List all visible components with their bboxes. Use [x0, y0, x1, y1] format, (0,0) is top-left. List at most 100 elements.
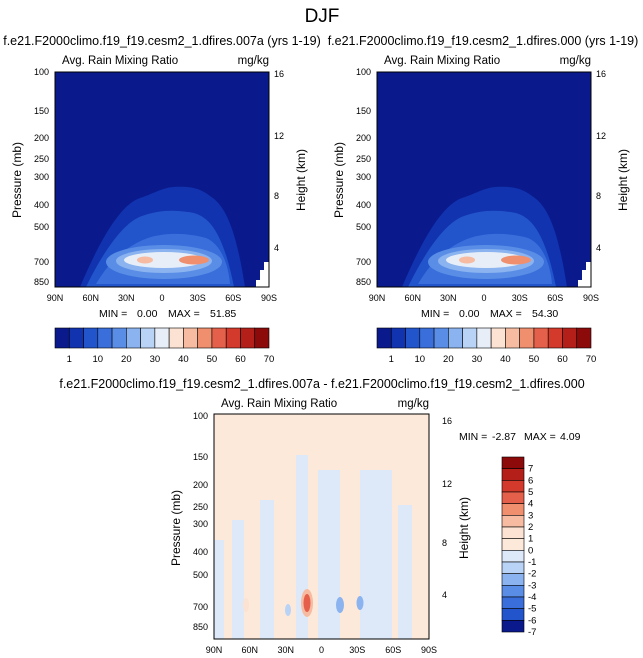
y-tick: 200 [193, 480, 208, 490]
panel-c-neg-blob-3 [285, 604, 291, 616]
panel-a-surface [256, 262, 269, 287]
y-tick-right: 8 [442, 538, 447, 548]
x-tick: 0 [481, 293, 486, 303]
panel-a-x-ticks: 90N 60N 30N 0 30S 60S 90S [47, 293, 277, 303]
x-tick: 90S [261, 293, 277, 303]
x-tick: 0 [319, 645, 324, 655]
colorbar-swatch [501, 596, 525, 609]
x-tick: 60N [242, 645, 259, 655]
y-tick: 400 [193, 547, 208, 557]
panel-b-surface [578, 262, 591, 287]
colorbar-swatch [501, 503, 525, 516]
colorbar-label: 60 [235, 354, 246, 365]
panel-c-stats: MIN = -2.87 MAX = 4.09 [459, 431, 581, 443]
colorbar-label: -3 [528, 580, 536, 591]
panel-c-neg-band-2 [318, 470, 340, 639]
colorbar-label: 60 [557, 354, 568, 365]
colorbar-swatch [501, 526, 525, 539]
y-tick: 150 [34, 106, 49, 116]
y-tick-right: 4 [596, 243, 601, 253]
panel-c-neg-blob-1 [336, 597, 344, 613]
x-tick: 90S [421, 645, 437, 655]
colorbar-label: 30 [472, 354, 483, 365]
panel-b-title: f.e21.F2000climo.f19_f19.cesm2_1.dfires.… [328, 34, 639, 48]
colorbar-swatch [54, 327, 70, 349]
y-tick-right: 8 [274, 191, 279, 201]
y-tick-right: 8 [596, 191, 601, 201]
panel-b-frame [376, 71, 592, 288]
panel-a-ylabel-right: Height (km) [294, 149, 308, 211]
max-label: MAX = [524, 431, 556, 443]
panel-a-left-label: Avg. Rain Mixing Ratio [62, 55, 178, 67]
colorbar-label: 40 [178, 354, 189, 365]
x-tick: 60S [225, 293, 241, 303]
colorbar-swatch [501, 620, 525, 633]
y-tick-right: 4 [442, 590, 447, 600]
panel-a: f.e21.F2000climo.f19_f19.cesm2_1.dfires.… [3, 34, 321, 365]
y-tick: 850 [34, 277, 49, 287]
panel-c-pos-blob-3 [243, 598, 249, 612]
y-tick: 250 [34, 154, 49, 164]
max-label: MAX = [490, 308, 522, 320]
colorbar-label: 50 [529, 354, 540, 365]
colorbar-label: 3 [528, 510, 533, 521]
colorbar-swatch [376, 327, 392, 349]
colorbar-swatch [501, 608, 525, 621]
max-label: MAX = [168, 308, 200, 320]
x-tick: 90S [583, 293, 599, 303]
colorbar-label: 30 [150, 354, 161, 365]
colorbar-swatch [501, 538, 525, 551]
max-value: 51.85 [210, 308, 236, 320]
panel-c-neg-band-7 [214, 540, 224, 639]
x-tick: 60N [82, 293, 99, 303]
colorbar-swatch [197, 327, 213, 349]
colorbar-label: 4 [528, 499, 533, 510]
colorbar-label: 70 [264, 354, 275, 365]
x-tick: 60S [385, 645, 401, 655]
y-tick: 150 [193, 452, 208, 462]
x-tick: 30S [190, 293, 206, 303]
panel-c-neg-band-5 [232, 520, 244, 639]
colorbar-swatch [462, 327, 478, 349]
panel-b-ylabel: Pressure (mb) [332, 142, 346, 218]
colorbar-swatch [501, 561, 525, 574]
x-tick: 30N [277, 645, 294, 655]
panel-b-x-ticks: 90N 60N 30N 0 30S 60S 90S [369, 293, 599, 303]
x-tick: 30S [349, 645, 365, 655]
colorbar-swatch [448, 327, 463, 349]
colorbar-swatch [501, 456, 525, 469]
x-tick: 30N [440, 293, 457, 303]
min-value: 0.00 [459, 308, 480, 320]
panel-a-frame [54, 71, 270, 288]
y-tick: 500 [193, 570, 208, 580]
panel-c-neg-band-3 [360, 470, 392, 639]
x-tick: 60S [547, 293, 563, 303]
colorbar-swatch [240, 327, 256, 349]
panel-a-plot [55, 72, 269, 287]
colorbar-swatch [501, 585, 525, 598]
colorbar-swatch [476, 327, 492, 349]
colorbar-label: 50 [207, 354, 218, 365]
colorbar-label: -5 [528, 604, 536, 615]
y-tick: 850 [356, 277, 371, 287]
colorbar-swatch [547, 327, 563, 349]
colorbar-swatch [490, 327, 506, 349]
y-tick-right: 12 [442, 479, 452, 489]
min-label: MIN = [99, 308, 127, 320]
y-tick: 200 [34, 133, 49, 143]
colorbar-label: 10 [415, 354, 426, 365]
y-tick: 300 [34, 172, 49, 182]
colorbar-swatch [501, 480, 525, 493]
colorbar-swatch [405, 327, 421, 349]
y-tick-right: 4 [274, 243, 279, 253]
colorbar-swatch [501, 491, 525, 504]
panel-b-colorbar: 1 10 20 30 40 50 60 70 [376, 327, 596, 365]
min-value: -2.87 [492, 431, 516, 443]
panel-a-contour-6 [124, 252, 204, 268]
panel-b-peak-north [459, 256, 475, 264]
colorbar-label: -7 [528, 627, 536, 638]
panel-c-neg-blob-2 [356, 596, 364, 610]
y-tick: 400 [356, 200, 371, 210]
colorbar-swatch [211, 327, 227, 349]
